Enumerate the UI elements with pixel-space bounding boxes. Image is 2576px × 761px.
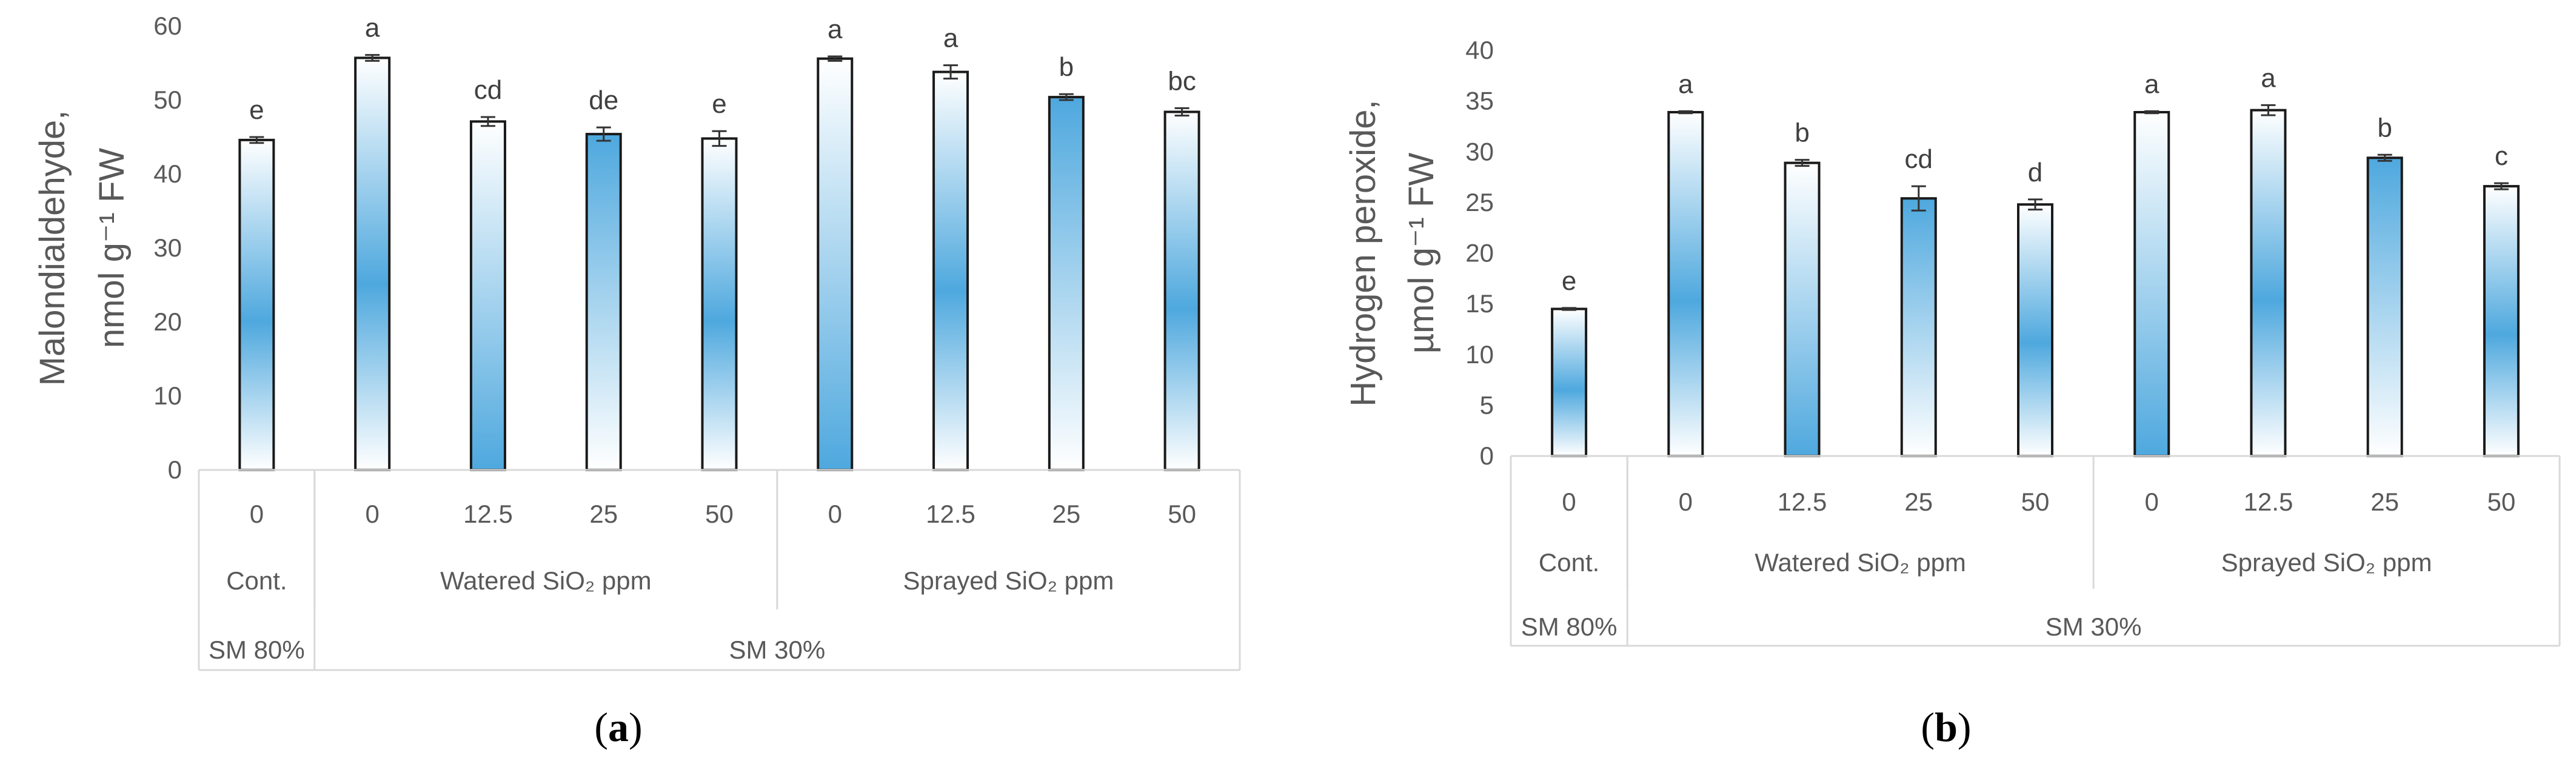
b-ytick-label: 40 (1465, 36, 1494, 64)
a-ytick-label: 20 (153, 307, 182, 336)
caption-a: (a) (594, 704, 642, 750)
a-bar (932, 70, 969, 471)
b-ytick-label: 35 (1465, 87, 1494, 115)
b-bar (1667, 111, 1704, 457)
a-category-label: 12.5 (926, 500, 975, 528)
b-ytick-label: 20 (1465, 239, 1494, 267)
b-significance-label: a (1678, 69, 1693, 99)
a-significance-label: b (1059, 52, 1074, 82)
a-bar (817, 57, 854, 472)
b-category-label: 25 (1904, 488, 1933, 516)
a-category-label: 25 (1052, 500, 1080, 528)
b-bar (1551, 307, 1588, 457)
b-group-level3-label: SM 30% (2046, 612, 2142, 641)
a-bar (585, 133, 622, 471)
b-category-label: 25 (2370, 488, 2399, 516)
a-significance-label: a (943, 24, 958, 53)
a-ylabel-line2: nmol g⁻¹ FW (92, 148, 132, 349)
a-ytick-label: 10 (153, 381, 182, 410)
caption-b-open: ( (1921, 704, 1935, 750)
a-category-label: 0 (250, 500, 264, 528)
b-category-label: 0 (2145, 488, 2159, 516)
a-bar (701, 137, 738, 471)
a-group-level3-label: SM 30% (729, 635, 826, 664)
a-group-label: Watered SiO₂ ppm (440, 566, 652, 595)
b-category-label: 0 (1679, 488, 1693, 516)
b-bar (2017, 203, 2053, 457)
a-category-label: 12.5 (463, 500, 513, 528)
a-significance-label: a (365, 13, 380, 43)
a-category-label: 0 (828, 500, 842, 528)
a-significance-label: bc (1168, 66, 1196, 96)
b-category-label: 0 (1562, 488, 1576, 516)
a-ylabel-line1: Malondialdehyde, (33, 110, 72, 386)
b-group-label: Cont. (1539, 548, 1599, 577)
a-bar (1163, 110, 1200, 471)
b-bar (2133, 111, 2170, 457)
a-group-label: Cont. (226, 566, 287, 595)
a-bar (1048, 96, 1085, 471)
a-category-label: 25 (589, 500, 618, 528)
b-group-label: Sprayed SiO₂ ppm (2221, 548, 2432, 577)
caption-a-open: ( (594, 704, 608, 750)
b-ytick-label: 15 (1465, 289, 1494, 318)
b-category-label: 12.5 (1778, 488, 1827, 516)
a-category-label: 50 (1168, 500, 1196, 528)
b-bar (1900, 197, 1937, 457)
a-significance-label: e (249, 95, 264, 125)
b-significance-label: b (2377, 113, 2392, 142)
a-significance-label: e (712, 89, 726, 119)
a-ytick-label: 0 (168, 455, 182, 484)
b-ylabel-line1: Hydrogen peroxide, (1343, 99, 1383, 406)
a-group-level3-label: SM 80% (209, 635, 305, 664)
b-group-label: Watered SiO₂ ppm (1755, 548, 1966, 577)
caption-b: (b) (1921, 704, 1971, 750)
caption-a-letter: a (608, 704, 629, 750)
a-bar (238, 138, 275, 471)
b-significance-label: d (2028, 158, 2042, 187)
a-category-label: 50 (705, 500, 734, 528)
a-bar (469, 120, 506, 471)
b-bar (1784, 161, 1821, 457)
a-group-label: Sprayed SiO₂ ppm (903, 566, 1114, 595)
b-category-label: 12.5 (2244, 488, 2293, 516)
a-ytick-label: 40 (153, 159, 182, 188)
b-bar (2483, 185, 2520, 457)
b-ytick-label: 30 (1465, 137, 1494, 166)
b-significance-label: a (2261, 63, 2276, 93)
b-significance-label: c (2495, 141, 2508, 171)
b-category-label: 50 (2021, 488, 2050, 516)
caption-b-close: ) (1958, 704, 1972, 750)
panel-b-chart: 0 5 10 15 20 25 30 35 40 Hydrogen peroxide, µmol g… (1343, 36, 2561, 647)
b-ytick-label: 0 (1480, 441, 1494, 470)
b-significance-label: a (2144, 69, 2159, 99)
a-ytick-label: 50 (153, 85, 182, 114)
b-ylabel-line2: µmol g⁻¹ FW (1402, 153, 1441, 354)
b-significance-label: b (1795, 118, 1809, 148)
b-ytick-label: 10 (1465, 340, 1494, 369)
b-category-label: 50 (2487, 488, 2516, 516)
b-ytick-label: 5 (1480, 391, 1494, 419)
panel-a-chart: 0 10 20 30 40 50 60 Malondialdehyde, nmol g⁻¹ FW… (33, 12, 1241, 671)
caption-b-letter: b (1935, 704, 1958, 750)
b-bar (2366, 156, 2403, 457)
a-significance-label: de (589, 85, 618, 115)
caption-a-close: ) (629, 704, 643, 750)
b-significance-label: e (1562, 266, 1576, 296)
b-ytick-label: 25 (1465, 188, 1494, 216)
a-significance-label: cd (474, 75, 502, 105)
a-ytick-label: 60 (153, 12, 182, 40)
a-category-label: 0 (365, 500, 379, 528)
a-bar (354, 56, 391, 471)
a-ytick-label: 30 (153, 233, 182, 262)
b-bar (2250, 109, 2287, 458)
a-significance-label: a (828, 15, 843, 44)
b-significance-label: cd (1905, 144, 1933, 174)
b-group-level3-label: SM 80% (1521, 612, 1618, 641)
